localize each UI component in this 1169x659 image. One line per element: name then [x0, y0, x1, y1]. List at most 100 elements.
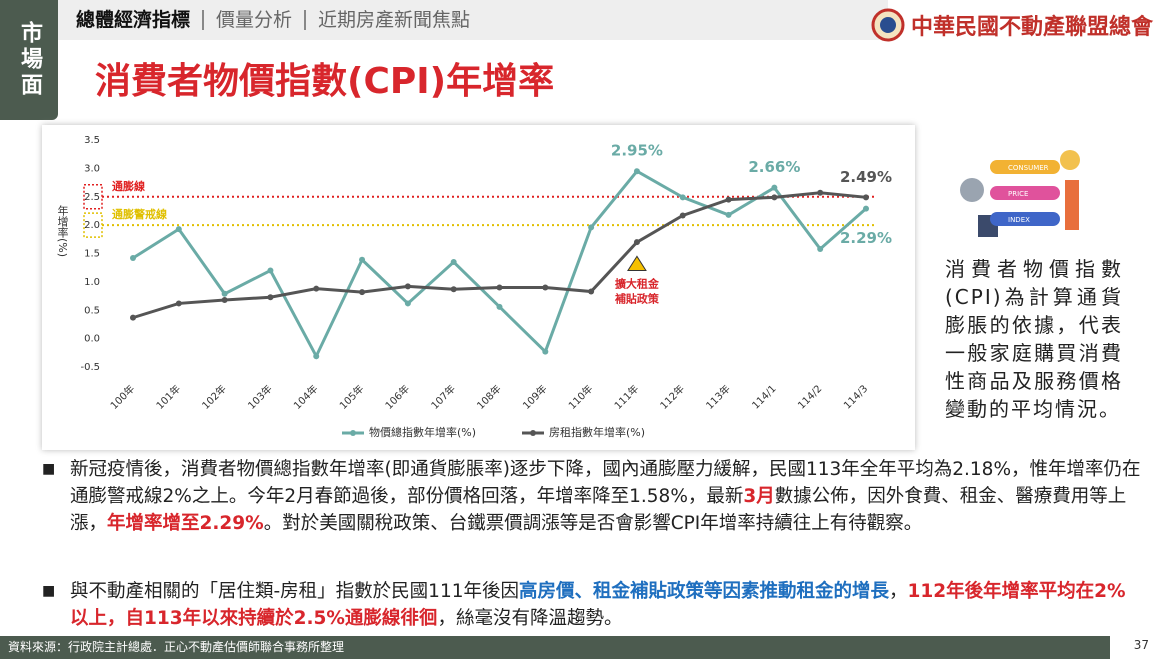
- reference-label: 通膨線: [112, 179, 145, 193]
- data-point: [359, 256, 366, 263]
- x-tick-label: 105年: [337, 382, 367, 412]
- x-tick-label: 109年: [520, 382, 550, 412]
- data-point: [496, 284, 503, 291]
- bullet-marker: ■: [42, 583, 56, 599]
- x-tick-label: 114/2: [796, 383, 824, 411]
- reference-marker: [83, 184, 103, 210]
- legend-label: 房租指數年增率(%): [549, 425, 645, 439]
- x-tick-label: 110年: [566, 382, 596, 412]
- gear: [960, 178, 984, 202]
- page-number: 37: [1133, 638, 1149, 652]
- data-point: [313, 353, 320, 360]
- y-tick-label: 0.5: [84, 305, 100, 316]
- text-segment: 數據公佈，因外食費、租金、醫療費用等上漲，: [70, 486, 1127, 534]
- pill-label: INDEX: [1008, 216, 1030, 224]
- x-tick-label: 103年: [245, 382, 275, 412]
- data-point: [313, 285, 320, 292]
- data-point: [267, 294, 274, 301]
- y-tick-label: 2.0: [84, 220, 100, 231]
- data-point: [725, 196, 732, 203]
- figure: [1065, 180, 1079, 230]
- pill-label: CONSUMER: [1008, 164, 1049, 172]
- data-point: [404, 283, 411, 290]
- series-line: [132, 191, 867, 320]
- text-segment: 新冠疫情後，消費者物價總指數年增率(即通貨膨脹率)逐步下降，國內通膨壓力緩解，民…: [70, 459, 1141, 507]
- text-segment: 3月: [743, 486, 775, 507]
- text-segment: ，: [889, 581, 908, 602]
- nav-item[interactable]: 近期房產新聞焦點: [318, 9, 471, 31]
- pill: [990, 212, 1060, 226]
- pill: [990, 186, 1060, 200]
- text-segment: ，絲毫沒有降溫趨勢。: [437, 608, 623, 629]
- pill-label: PRICE: [1008, 190, 1028, 198]
- legend-label: 物價總指數年增率(%): [369, 425, 476, 439]
- data-point: [817, 189, 824, 196]
- data-point: [542, 348, 549, 355]
- data-point: [588, 288, 595, 295]
- annotation-marker: [627, 255, 647, 272]
- y-tick-label: 1.0: [84, 277, 100, 288]
- text-segment: 高房價、租金補貼政策等因素推動租金的增長: [519, 581, 890, 602]
- chart: 3.5 3.0 2.5 2.0 1.5 1.0 0.5 0.0 -0.5 年增率(%) 通膨線通膨警…: [56, 135, 892, 439]
- data-point: [679, 194, 686, 201]
- data-point: [175, 300, 182, 307]
- data-point: [771, 194, 778, 201]
- text-segment: 與不動產相關的「居住類-房租」指數於民國111年後因: [70, 581, 519, 602]
- chart-box: 3.5 3.0 2.5 2.0 1.5 1.0 0.5 0.0 -0.5 年增率(%) 通膨線 通膨警…: [42, 125, 915, 450]
- y-tick-label: 1.5: [84, 249, 100, 260]
- data-point: [450, 259, 457, 266]
- data-point: [130, 255, 136, 262]
- y-tick-label: 3.0: [84, 163, 100, 174]
- text-segment: 年增率增至2.29%: [107, 513, 264, 534]
- data-point: [404, 300, 411, 307]
- data-label: 2.29%: [840, 229, 892, 247]
- x-tick-label: 104年: [291, 382, 321, 412]
- y-tick-label: -0.5: [80, 362, 100, 373]
- data-label: 2.95%: [611, 142, 663, 160]
- legend-swatch: [530, 430, 536, 436]
- data-point: [221, 297, 228, 304]
- data-point: [588, 224, 595, 231]
- data-point: [496, 303, 503, 310]
- data-point: [175, 226, 182, 233]
- x-tick-label: 113年: [703, 382, 733, 412]
- pill: [990, 160, 1060, 174]
- x-tick-label: 100年: [107, 382, 137, 412]
- x-tick-label: 114/3: [842, 383, 870, 411]
- footer-source: 資料來源：行政院主計總處．正心不動產估價師聯合事務所整理: [0, 636, 1110, 659]
- nav-bar: 總體經濟指標 價量分析 近期房產新聞焦點: [58, 0, 888, 40]
- data-point: [817, 245, 824, 252]
- bullet-text: 與不動產相關的「居住類-房租」指數於民國111年後因高房價、租金補貼政策等因素推…: [70, 578, 1142, 632]
- text-segment: 112年後年增率平均在2%以上，自113年以來持續於2.5%通膨線徘徊: [70, 581, 1126, 629]
- y-tick-label: 3.5: [84, 135, 100, 146]
- nav-item[interactable]: 總體經濟指標: [58, 10, 205, 30]
- data-point: [633, 239, 640, 246]
- data-point: [267, 267, 274, 274]
- data-point: [725, 211, 732, 218]
- x-tick-label: 111年: [611, 382, 641, 412]
- y-axis-title: 年增率(%): [56, 204, 69, 257]
- data-point: [542, 284, 549, 291]
- annotation: 補貼政策: [614, 292, 660, 306]
- data-point: [679, 212, 686, 219]
- text-segment: 。對於美國關稅政策、台鐵票價調漲等是否會影響CPI年增率持續往上有待觀察。: [263, 513, 923, 534]
- bullet-text: 新冠疫情後，消費者物價總指數年增率(即通貨膨脹率)逐步下降，國內通膨壓力緩解，民…: [70, 456, 1142, 537]
- slide-title: 消費者物價指數(CPI)年增率: [95, 61, 555, 102]
- data-point: [771, 184, 778, 191]
- data-label: 2.66%: [748, 158, 800, 176]
- logo-text: 中華民國不動產聯盟總會: [910, 15, 1153, 40]
- data-point: [863, 194, 869, 201]
- illustration: CONSUMER PRICE INDEX: [960, 150, 1080, 237]
- nav-item[interactable]: 價量分析: [204, 10, 307, 30]
- coin: [1060, 150, 1080, 170]
- reference-label: 通膨警戒線: [112, 207, 167, 221]
- y-tick-label: 2.5: [84, 192, 100, 203]
- logo: 中華民國不動產聯盟總會: [871, 8, 1153, 42]
- data-label: 2.49%: [840, 168, 892, 186]
- section-tab: 市場面: [0, 0, 58, 120]
- bullet: ■ 新冠疫情後，消費者物價總指數年增率(即通貨膨脹率)逐步下降，國內通膨壓力緩解，…: [42, 456, 1142, 537]
- data-point: [633, 168, 640, 175]
- logo-emblem: [871, 8, 905, 42]
- x-tick-label: 112年: [657, 382, 687, 412]
